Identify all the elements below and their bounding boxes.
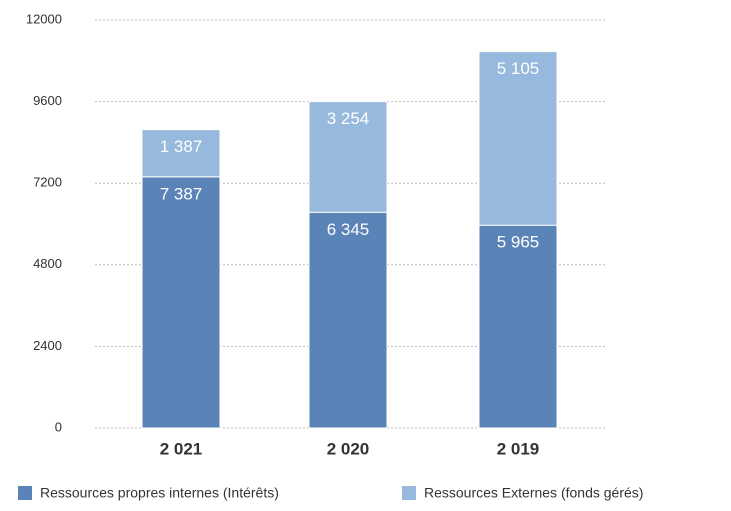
- legend-label: Ressources Externes (fonds gérés): [424, 485, 643, 501]
- y-tick-label: 12000: [26, 11, 62, 26]
- bar-segment: [308, 211, 388, 429]
- bar-segment: [141, 129, 221, 178]
- value-label: 1 387: [160, 137, 203, 156]
- y-tick-label: 9600: [33, 93, 62, 108]
- bar-segment: [141, 176, 221, 429]
- y-tick-label: 4800: [33, 256, 62, 271]
- x-tick-label: 2 021: [160, 439, 203, 458]
- value-label: 5 105: [497, 59, 540, 78]
- bar-segment: [478, 224, 558, 429]
- bar-segment: [478, 51, 558, 226]
- value-label: 6 345: [327, 220, 370, 239]
- y-tick-label: 7200: [33, 175, 62, 190]
- legend-label: Ressources propres internes (Intérêts): [40, 485, 279, 501]
- legend-swatch: [402, 486, 416, 500]
- y-tick-label: 2400: [33, 338, 62, 353]
- value-label: 3 254: [327, 109, 370, 128]
- x-tick-label: 2 019: [497, 439, 540, 458]
- y-tick-label: 0: [55, 419, 62, 434]
- value-label: 7 387: [160, 184, 203, 203]
- legend-swatch: [18, 486, 32, 500]
- x-tick-label: 2 020: [327, 439, 370, 458]
- value-label: 5 965: [497, 233, 540, 252]
- bar-segment: [308, 101, 388, 213]
